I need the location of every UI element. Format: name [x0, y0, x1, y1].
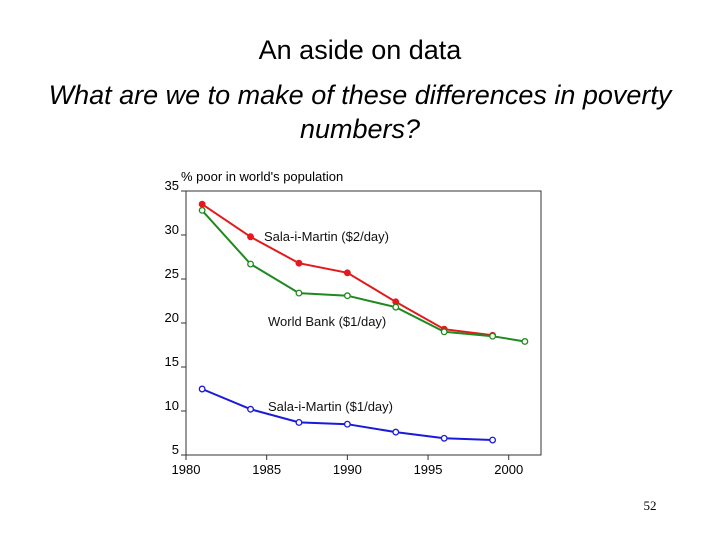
- data-point-sala-i-martin-2-day: [295, 259, 303, 267]
- y-tick-label: 15: [165, 354, 179, 369]
- series-label-world-bank-1-day: World Bank ($1/day): [268, 314, 386, 329]
- data-point-world-bank-1-day: [521, 338, 529, 345]
- x-tick-label: 1995: [414, 462, 443, 477]
- x-tick-label: 1990: [333, 462, 362, 477]
- series-label-sala-i-martin-2-day: Sala-i-Martin ($2/day): [264, 229, 389, 244]
- data-point-sala-i-martin-2-day: [247, 233, 254, 241]
- data-point-world-bank-1-day: [392, 303, 400, 311]
- data-point-sala-i-martin-1-day: [295, 418, 303, 426]
- data-point-world-bank-1-day: [343, 292, 351, 300]
- data-point-sala-i-martin-1-day: [343, 420, 351, 428]
- y-axis-label: % poor in world's population: [181, 169, 343, 184]
- data-point-sala-i-martin-1-day: [247, 405, 254, 413]
- slide-title: An aside on data: [258, 35, 462, 65]
- series-line-world-bank-1-day: [201, 209, 526, 343]
- y-tick-label: 30: [165, 222, 179, 237]
- y-tick-label: 35: [165, 178, 179, 193]
- y-tick-label: 10: [165, 398, 179, 413]
- data-point-sala-i-martin-2-day: [343, 269, 351, 277]
- data-point-world-bank-1-day: [440, 328, 448, 336]
- data-point-sala-i-martin-1-day: [198, 385, 206, 393]
- slide-subtitle: What are we to make of these differences…: [48, 80, 672, 144]
- data-point-sala-i-martin-1-day: [489, 436, 497, 444]
- data-point-sala-i-martin-2-day: [198, 200, 206, 208]
- data-point-world-bank-1-day: [198, 206, 206, 214]
- data-point-world-bank-1-day: [247, 260, 254, 268]
- data-point-sala-i-martin-1-day: [392, 428, 400, 436]
- y-tick-label: 25: [165, 266, 179, 281]
- page-number: 52: [643, 498, 657, 513]
- data-point-world-bank-1-day: [489, 332, 497, 340]
- y-tick-label: 20: [165, 310, 179, 325]
- x-tick-label: 1985: [252, 462, 281, 477]
- data-point-world-bank-1-day: [295, 289, 303, 297]
- x-tick-label: 1980: [172, 462, 201, 477]
- series-line-sala-i-martin-1-day: [201, 388, 493, 441]
- data-point-sala-i-martin-1-day: [440, 434, 448, 442]
- y-tick-label: 5: [172, 442, 179, 457]
- x-tick-label: 2000: [494, 462, 523, 477]
- series-label-sala-i-martin-1-day: Sala-i-Martin ($1/day): [268, 399, 393, 414]
